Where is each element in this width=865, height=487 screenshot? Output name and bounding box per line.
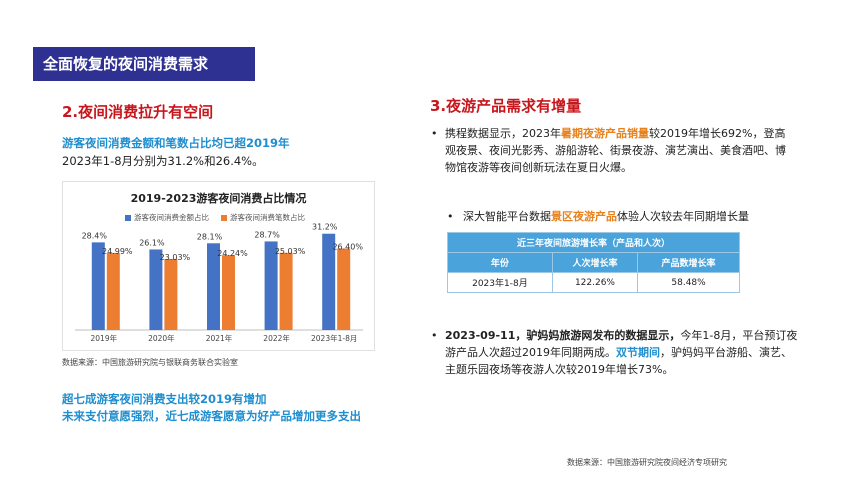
bar-count [337,248,351,330]
table-cell: 2023年1-8月 [447,272,553,293]
data-label: 26.40% [332,243,363,252]
bullet-dot: • [431,127,438,140]
data-label: 26.1% [139,238,165,247]
bullet-text: 携程数据显示，2023年 [445,127,561,140]
bullet-text: 今年1-8月，平台预订夜游产品人次超过2019年同期两成。 [445,329,798,359]
growth-table: 近三年夜间旅游增长率（产品和人次） 年份 人次增长率 产品数增长率 2023年1… [447,232,740,293]
bar-amount [322,233,336,330]
page-title-banner: 全面恢复的夜间消费需求 [33,47,255,81]
chart-legend: 游客夜间消费金额占比 游客夜间消费笔数占比 [125,212,305,223]
bar-count [279,252,293,330]
bullet-ctrip: • 携程数据显示，2023年暑期夜游产品销量较2019年增长692%，登高观夜景… [431,125,795,176]
bullet-dot: • [431,329,438,342]
table-cell: 58.48% [637,272,740,293]
data-label: 28.1% [197,232,223,241]
bullet-highlight: 暑期夜游产品销量 [561,127,649,140]
chart-plot: 28.4% 24.99% 2019年 26.1% 23.03% 2020年 28.1% 24.… [75,223,363,343]
bar-amount [91,242,105,330]
table-row: 2023年1-8月 122.26% 58.48% [447,272,740,293]
x-tick-label: 2020年 [148,333,175,343]
bar-chart: 2019-2023游客夜间消费占比情况 游客夜间消费金额占比 游客夜间消费笔数占… [62,181,375,351]
table-caption: 近三年夜间旅游增长率（产品和人次） [447,232,740,253]
table-header-cell: 产品数增长率 [637,252,740,273]
legend-item-amount: 游客夜间消费金额占比 [125,212,209,223]
bullet-lvmama: • 2023-09-11，驴妈妈旅游网发布的数据显示，今年1-8月，平台预订夜游… [431,327,800,378]
data-label: 31.2% [312,223,338,232]
data-label: 25.03% [275,247,306,256]
section-heading-right: 3.夜游产品需求有增量 [430,97,582,115]
bullet-shenda: • 深大智能平台数据景区夜游产品体验人次较去年同期增长量 [447,208,803,225]
table-header-row: 年份 人次增长率 产品数增长率 [447,252,740,273]
bullet-text: 深大智能平台数据 [463,210,551,223]
legend-label-amount: 游客夜间消费金额占比 [134,213,209,222]
footer-highlight-2: 未来支付意愿强烈，近七成游客愿意为好产品增加更多支出 [62,409,361,423]
lead-highlight: 游客夜间消费金额和笔数占比均已超2019年 [62,136,290,150]
x-tick-label: 2021年 [206,333,233,343]
x-tick-label: 2019年 [91,333,118,343]
data-label: 24.99% [102,247,133,256]
x-tick-label: 2022年 [263,333,290,343]
bullet-dot: • [447,210,454,223]
bar-amount [207,243,220,330]
legend-label-count: 游客夜间消费笔数占比 [230,213,305,222]
bar-count [222,255,235,330]
bullet-text: 较2019年增长692%，登高观夜景、夜间光影秀、游船游轮、街景夜游、演艺演出、… [445,127,786,174]
data-label: 24.24% [217,249,248,258]
bullet-text: ，驴妈妈平台游船、演艺、主题乐园夜场等夜游人次较2019年增长73%。 [445,346,792,376]
bullet-highlight: 景区夜游产品 [551,210,617,223]
table-header-cell: 人次增长率 [551,252,639,273]
bar-amount [264,241,278,330]
data-label: 28.7% [254,230,280,239]
legend-item-count: 游客夜间消费笔数占比 [221,212,305,223]
x-tick-label: 2023年1-8月 [311,333,357,343]
bullet-text: 体验人次较去年同期增长量 [617,210,749,223]
bar-count [106,252,120,330]
bullet-highlight: 双节期间 [616,346,660,359]
source-note-left: 数据来源：中国旅游研究院与银联商务联合实验室 [62,358,238,367]
lead-text: 2023年1-8月分别为31.2%和26.4%。 [62,154,264,168]
table-header-cell: 年份 [447,252,553,273]
data-label: 23.03% [160,253,191,262]
data-label: 28.4% [82,231,108,240]
footer-highlight-1: 超七成游客夜间消费支出较2019有增加 [62,392,267,406]
source-note-right: 数据来源：中国旅游研究院夜间经济专项研究 [567,458,727,467]
bar-count [164,258,178,330]
chart-title: 2019-2023游客夜间消费占比情况 [130,192,307,205]
bar-amount [149,249,163,330]
table-cell: 122.26% [551,272,639,293]
table-caption-row: 近三年夜间旅游增长率（产品和人次） [447,232,740,253]
bullet-bold: 2023-09-11，驴妈妈旅游网发布的数据显示， [445,329,681,342]
section-heading-left: 2.夜间消费拉升有空间 [62,103,214,121]
